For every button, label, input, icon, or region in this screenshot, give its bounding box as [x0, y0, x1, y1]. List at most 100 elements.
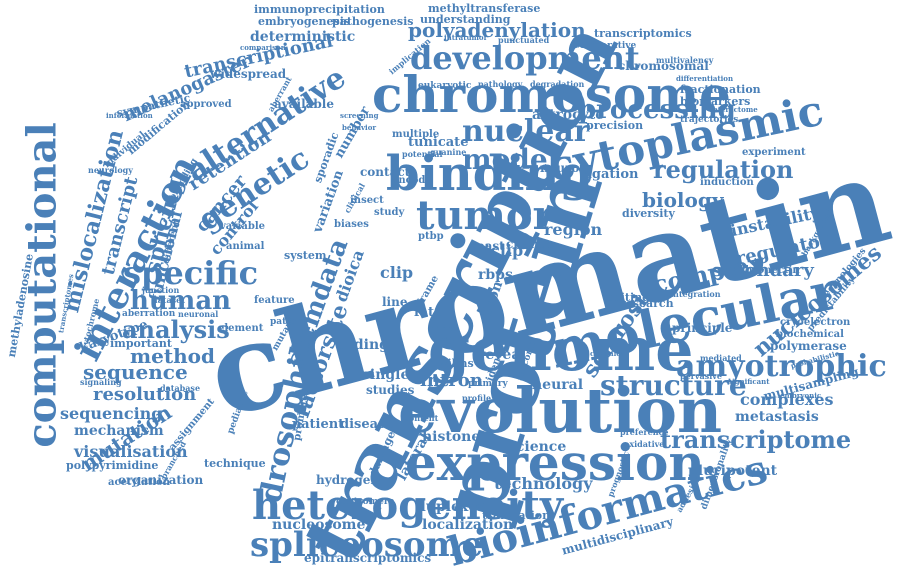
- cloud-word: biomarkers: [680, 95, 751, 108]
- cloud-word: model: [462, 143, 559, 176]
- cloud-word: aberration: [122, 309, 176, 319]
- cloud-word: encode: [392, 175, 432, 186]
- cloud-word: heterogeneity: [252, 482, 564, 529]
- cloud-word: structure: [600, 369, 747, 402]
- cloud-word: degradation: [530, 79, 585, 89]
- cloud-word: preference: [620, 427, 669, 437]
- cloud-word: database: [160, 383, 201, 393]
- cloud-word: visualisation: [74, 442, 188, 461]
- cloud-word: pluripotent: [688, 463, 778, 479]
- cloud-word: editing: [606, 291, 650, 304]
- cloud-word: deterministic: [250, 29, 356, 45]
- cloud-word: available: [274, 97, 334, 111]
- cloud-word: canonical: [590, 349, 628, 358]
- cloud-word: complexes: [740, 390, 834, 409]
- cloud-word: content: [404, 413, 439, 423]
- cloud-word: acetylation: [108, 477, 170, 488]
- cloud-word: method: [130, 344, 215, 368]
- cloud-word: transcriptomics: [594, 27, 692, 40]
- cloud-word: localization: [422, 517, 514, 533]
- cloud-word: approved: [180, 99, 232, 110]
- cloud-word: transcriptome: [660, 425, 852, 454]
- cloud-word: tunicate: [408, 135, 469, 150]
- cloud-word: feature: [254, 295, 295, 306]
- cloud-word: embryogenesis: [258, 15, 351, 28]
- cloud-word: cryoelectron: [780, 317, 851, 328]
- cloud-word: multiple: [392, 129, 440, 140]
- cloud-word: chromosomal: [618, 59, 709, 73]
- cloud-word: integration: [670, 289, 721, 299]
- cloud-word: epitranscriptomics: [304, 551, 432, 565]
- cloud-word: metastasis: [735, 409, 819, 425]
- cloud-word: coding: [336, 337, 389, 353]
- cloud-word: information: [106, 111, 153, 120]
- cloud-word: human: [130, 286, 232, 316]
- cloud-word: primary: [468, 379, 508, 389]
- cloud-word: rbps: [478, 267, 513, 283]
- cloud-word: variable: [220, 221, 265, 232]
- cloud-word: polypyrimidine: [66, 459, 159, 472]
- cloud-word: processing: [578, 95, 736, 125]
- cloud-word: differentiation: [676, 74, 734, 83]
- cloud-word: hydrogen: [316, 473, 380, 487]
- cloud-word: translation: [482, 509, 551, 522]
- cloud-word: tumor: [416, 192, 554, 239]
- cloud-word: sequence: [83, 360, 188, 384]
- cloud-word: methyltransferase: [428, 2, 541, 15]
- cloud-word: technology: [494, 474, 593, 493]
- cloud-word: biases: [334, 219, 369, 230]
- cloud-word: amyotrophic: [676, 349, 887, 384]
- cloud-word: significant: [728, 377, 770, 386]
- cloud-word: screening: [340, 111, 379, 120]
- cloud-word: widespread: [210, 67, 287, 81]
- cloud-word: studies: [366, 383, 415, 397]
- cloud-word: histone: [422, 429, 481, 445]
- cloud-word: signaling: [80, 377, 122, 387]
- cloud-word: fractionation: [680, 83, 761, 96]
- cloud-word: ligation: [582, 167, 639, 182]
- cloud-word: system: [284, 249, 327, 262]
- cloud-word: experiment: [742, 147, 806, 158]
- cloud-word: nucleosome: [272, 517, 366, 533]
- cloud-word: dataset: [152, 295, 185, 305]
- cloud-word: technique: [204, 457, 266, 470]
- cloud-word: single: [362, 367, 410, 383]
- cloud-word: multivalency: [656, 55, 714, 65]
- cloud-word: trajectories: [680, 115, 739, 125]
- cloud-word: binding: [386, 146, 593, 202]
- cloud-word: sequencing: [60, 404, 163, 423]
- cloud-word: oxidative: [624, 439, 665, 449]
- cloud-word: mediated: [700, 353, 742, 363]
- cloud-word: pervasive: [680, 371, 723, 381]
- cloud-word: induction: [700, 177, 754, 188]
- cloud-word: secondary: [712, 260, 814, 281]
- cloud-word: wilms: [438, 357, 474, 370]
- cloud-word: resolution: [93, 384, 197, 405]
- cloud-word: profile: [462, 393, 492, 403]
- cloud-word: fate: [414, 305, 443, 320]
- cloud-word: animal: [226, 241, 265, 252]
- cloud-word: study: [374, 207, 405, 218]
- cloud-word: neuron: [540, 161, 589, 175]
- cloud-word: genome: [428, 315, 694, 385]
- cloud-word: polyadenylation: [408, 18, 586, 42]
- cloud-word: evolution: [398, 374, 723, 447]
- cloud-word: principle: [672, 321, 733, 335]
- cloud-word: insect: [350, 195, 384, 206]
- cloud-word: spliceosome: [250, 525, 484, 565]
- cloud-word: neurology: [88, 165, 133, 175]
- cloud-word: centromere: [336, 497, 395, 507]
- cloud-word: research: [620, 297, 674, 310]
- cloud-word: duplexes: [416, 499, 486, 515]
- cloud-word: specific: [123, 254, 259, 292]
- cloud-word: analysis: [122, 315, 230, 344]
- cloud-word: disease: [340, 417, 394, 432]
- cloud-word: precision: [586, 119, 644, 132]
- cloud-word: mrna: [432, 323, 456, 333]
- cloud-word: neuronal: [178, 309, 219, 319]
- cloud-word: interactome: [710, 105, 758, 114]
- cloud-word: iclip: [484, 241, 524, 260]
- cloud-word: embryonic: [780, 391, 822, 400]
- cloud-word: ptbp: [418, 231, 444, 242]
